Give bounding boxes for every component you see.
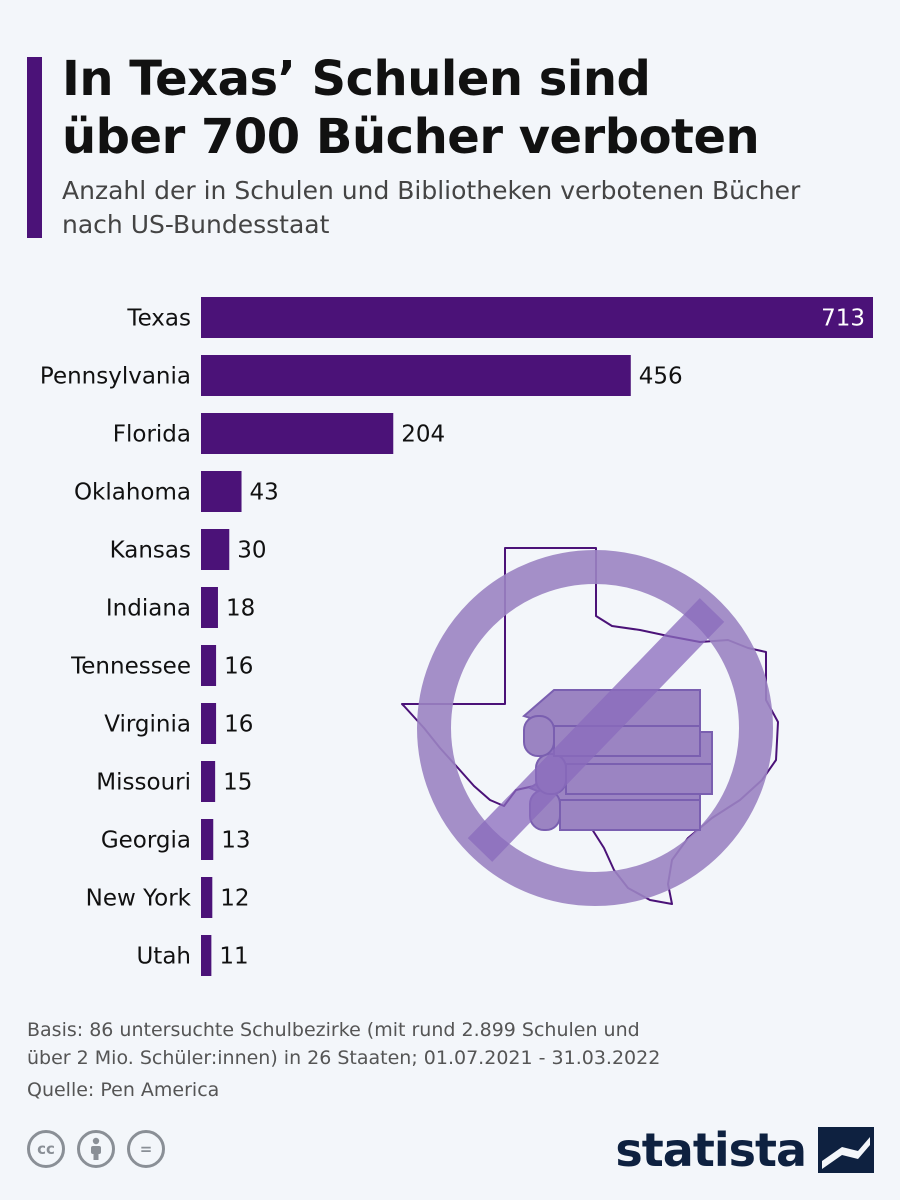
category-label-florida: Florida bbox=[113, 422, 191, 448]
category-label-tennessee: Tennessee bbox=[70, 654, 191, 680]
page-title: In Texas’ Schulen sind über 700 Bücher v… bbox=[62, 50, 882, 166]
category-label-pennsylvania: Pennsylvania bbox=[40, 364, 191, 390]
texas-map-outline bbox=[401, 547, 779, 905]
title-line-1: In Texas’ Schulen sind bbox=[62, 51, 651, 107]
value-label-new-york: 12 bbox=[220, 886, 249, 912]
bar-pennsylvania bbox=[201, 355, 631, 396]
brand-name: statista bbox=[615, 1123, 807, 1177]
bar-oklahoma bbox=[201, 471, 242, 512]
value-label-georgia: 13 bbox=[221, 828, 250, 854]
subtitle-line-2: nach US-Bundesstaat bbox=[62, 210, 330, 239]
prohibition-circle bbox=[417, 550, 773, 906]
value-label-kansas: 30 bbox=[237, 538, 266, 564]
footnote-basis: Basis: 86 untersuchte Schulbezirke (mit … bbox=[27, 1016, 847, 1072]
category-label-oklahoma: Oklahoma bbox=[74, 480, 191, 506]
bar-georgia bbox=[201, 819, 214, 860]
license-icons: cc = bbox=[27, 1130, 165, 1168]
statista-logo[interactable]: statista bbox=[615, 1122, 874, 1178]
bar-florida bbox=[201, 413, 394, 454]
source-note: Quelle: Pen America bbox=[27, 1079, 220, 1101]
category-label-utah: Utah bbox=[136, 944, 191, 970]
value-label-utah: 11 bbox=[219, 944, 248, 970]
cc-icon[interactable]: cc bbox=[27, 1130, 65, 1168]
bar-indiana bbox=[201, 587, 218, 628]
value-label-indiana: 18 bbox=[226, 596, 255, 622]
value-label-virginia: 16 bbox=[224, 712, 253, 738]
category-label-texas: Texas bbox=[126, 306, 191, 332]
prohibition-slash bbox=[467, 598, 725, 862]
bar-texas bbox=[201, 297, 873, 338]
by-person-icon[interactable] bbox=[77, 1130, 115, 1168]
nd-equals-icon[interactable]: = bbox=[127, 1130, 165, 1168]
value-label-oklahoma: 43 bbox=[250, 480, 279, 506]
bar-missouri bbox=[201, 761, 216, 802]
footnote-line-2: über 2 Mio. Schüler:innen) in 26 Staaten… bbox=[27, 1047, 661, 1069]
bar-virginia bbox=[201, 703, 217, 744]
bar-kansas bbox=[201, 529, 230, 570]
bar-new-york bbox=[201, 877, 213, 918]
value-label-texas: 713 bbox=[821, 306, 865, 332]
value-label-pennsylvania: 456 bbox=[639, 364, 683, 390]
bar-utah bbox=[201, 935, 212, 976]
value-label-florida: 204 bbox=[401, 422, 445, 448]
category-label-kansas: Kansas bbox=[110, 538, 191, 564]
value-label-tennessee: 16 bbox=[224, 654, 253, 680]
category-label-missouri: Missouri bbox=[96, 770, 191, 796]
category-label-georgia: Georgia bbox=[101, 828, 191, 854]
category-label-virginia: Virginia bbox=[104, 712, 191, 738]
footnote-line-1: Basis: 86 untersuchte Schulbezirke (mit … bbox=[27, 1019, 640, 1041]
value-label-missouri: 15 bbox=[223, 770, 252, 796]
banned-books-illustration bbox=[401, 547, 779, 906]
category-label-new-york: New York bbox=[86, 886, 192, 912]
title-accent-bar bbox=[27, 57, 42, 238]
subtitle-line-1: Anzahl der in Schulen und Bibliotheken v… bbox=[62, 176, 801, 205]
category-label-indiana: Indiana bbox=[106, 596, 191, 622]
bar-tennessee bbox=[201, 645, 217, 686]
title-line-2: über 700 Bücher verboten bbox=[62, 109, 760, 165]
page-subtitle: Anzahl der in Schulen und Bibliotheken v… bbox=[62, 174, 892, 242]
bar-chart: Texas 713 Pennsylvania 456 Florida 204 Oklahom… bbox=[40, 297, 873, 976]
statista-mark-icon bbox=[818, 1127, 874, 1173]
